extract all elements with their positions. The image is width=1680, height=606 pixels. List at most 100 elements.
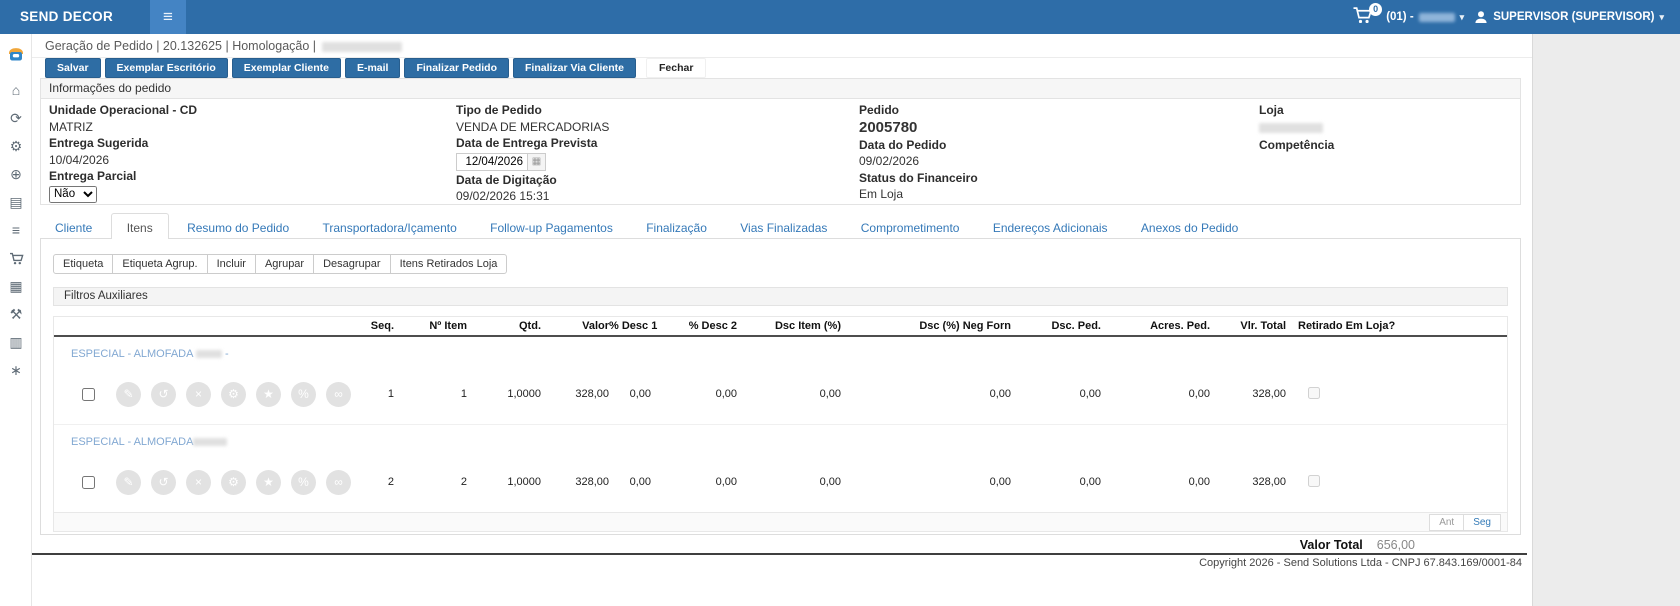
cell-dsc-ped: 0,00 [1011, 476, 1101, 488]
row-select-checkbox[interactable] [82, 476, 95, 489]
user-menu[interactable]: SUPERVISOR (SUPERVISOR) ▾ [1474, 10, 1664, 24]
retirado-checkbox [1308, 475, 1320, 487]
settings-icon[interactable]: ⚙ [221, 470, 246, 495]
item-group-link[interactable]: ESPECIAL - ALMOFADA [71, 436, 227, 448]
item-group-link[interactable]: ESPECIAL - ALMOFADA - [71, 348, 229, 360]
itens-retirados-loja-button[interactable]: Itens Retirados Loja [390, 254, 508, 274]
agrupar-button[interactable]: Agrupar [255, 254, 314, 274]
tools-icon[interactable]: ⚒ [0, 300, 32, 328]
valor-total-label: Valor Total [1300, 538, 1363, 552]
order-info-panel: Informações do pedido Unidade Operaciona… [40, 78, 1521, 205]
exemplar-escritorio-button[interactable]: Exemplar Escritório [105, 58, 228, 78]
cell-vlr-total: 328,00 [1210, 388, 1286, 400]
discount-icon[interactable]: % [291, 470, 316, 495]
cell-desc2: 0,00 [651, 476, 737, 488]
cart-icon[interactable] [0, 244, 32, 272]
fechar-button[interactable]: Fechar [646, 58, 706, 78]
desagrupar-button[interactable]: Desagrupar [313, 254, 390, 274]
tab-cliente[interactable]: Cliente [40, 216, 107, 239]
cell-num-item: 2 [394, 476, 467, 488]
status-financeiro-value: Em Loja [859, 186, 978, 203]
cell-desc1: 0,00 [609, 476, 651, 488]
row-select-checkbox[interactable] [82, 388, 95, 401]
star-icon[interactable]: ★ [256, 382, 281, 407]
cell-desc2: 0,00 [651, 388, 737, 400]
filtros-auxiliares-header[interactable]: Filtros Auxiliares [53, 287, 1508, 306]
order-actions-toolbar: Salvar Exemplar Escritório Exemplar Clie… [45, 58, 706, 78]
payments-icon[interactable]: ▤ [0, 188, 32, 216]
panel-title: Informações do pedido [41, 79, 1520, 99]
cell-valor: 328,00 [541, 476, 609, 488]
redacted-item-text [193, 438, 227, 446]
info-col-1: Unidade Operacional - CD MATRIZ Entrega … [49, 102, 197, 203]
status-financeiro-label: Status do Financeiro [859, 170, 978, 187]
chevron-down-icon: ▾ [1460, 12, 1465, 23]
right-gutter [1532, 34, 1680, 606]
tab-resumo-do-pedido[interactable]: Resumo do Pedido [172, 216, 304, 239]
finalizar-via-cliente-button[interactable]: Finalizar Via Cliente [513, 58, 636, 78]
cell-vlr-total: 328,00 [1210, 476, 1286, 488]
calendar-icon[interactable]: ▦ [527, 154, 545, 170]
pagination-prev-button[interactable]: Ant [1429, 514, 1464, 531]
cart-button[interactable]: 0 [1352, 6, 1376, 28]
email-button[interactable]: E-mail [345, 58, 401, 78]
edit-icon[interactable]: ✎ [116, 382, 141, 407]
entrega-parcial-select[interactable]: Não [49, 186, 97, 203]
menu-toggle-button[interactable]: ≡ [150, 0, 186, 34]
panel-body: Unidade Operacional - CD MATRIZ Entrega … [41, 99, 1520, 205]
tipo-pedido-value: VENDA DE MERCADORIAS [456, 119, 609, 136]
redacted-breadcrumb-text [322, 42, 402, 52]
tab-enderecos-adicionais[interactable]: Endereços Adicionais [978, 216, 1123, 239]
etiqueta-button[interactable]: Etiqueta [53, 254, 113, 274]
remove-icon[interactable]: × [186, 382, 211, 407]
chart-icon[interactable]: ▥ [0, 328, 32, 356]
cell-qtd: 1,0000 [467, 388, 541, 400]
salvar-button[interactable]: Salvar [45, 58, 101, 78]
gallery-icon[interactable]: ▦ [0, 272, 32, 300]
link-icon[interactable]: ∞ [326, 382, 351, 407]
remove-icon[interactable]: × [186, 470, 211, 495]
misc-icon[interactable]: ∗ [0, 356, 32, 384]
info-col-3: Pedido 2005780 Data do Pedido 09/02/2026… [859, 102, 978, 203]
tab-follow-up-pagamentos[interactable]: Follow-up Pagamentos [475, 216, 628, 239]
tab-comprometimento[interactable]: Comprometimento [846, 216, 975, 239]
tab-transportadora-icamento[interactable]: Transportadora/Içamento [307, 216, 471, 239]
discount-icon[interactable]: % [291, 382, 316, 407]
exemplar-cliente-button[interactable]: Exemplar Cliente [232, 58, 341, 78]
col-vlr-total: Vlr. Total [1210, 319, 1286, 333]
store-selector[interactable]: (01) - ▾ [1386, 11, 1464, 23]
incluir-button[interactable]: Incluir [207, 254, 256, 274]
tab-finalizacao[interactable]: Finalização [631, 216, 722, 239]
gears-icon[interactable]: ⚙ [0, 132, 32, 160]
data-entrega-prevista-input[interactable] [457, 154, 527, 170]
pedido-label: Pedido [859, 102, 978, 119]
info-col-4: Loja Competência [1259, 102, 1334, 154]
cell-seq: 2 [351, 476, 394, 488]
col-seq: Seq. [351, 319, 394, 333]
cell-num-item: 1 [394, 388, 467, 400]
competencia-label: Competência [1259, 137, 1334, 154]
app-logo-icon[interactable] [6, 43, 26, 63]
star-icon[interactable]: ★ [256, 470, 281, 495]
pagination-next-button[interactable]: Seg [1463, 514, 1501, 531]
finalizar-pedido-button[interactable]: Finalizar Pedido [404, 58, 509, 78]
row-actions: ✎ ↺ × ⚙ ★ % ∞ [54, 470, 351, 495]
sliders-icon[interactable]: ≡ [0, 216, 32, 244]
data-pedido-value: 09/02/2026 [859, 153, 978, 170]
item-group-1: ESPECIAL - ALMOFADA - ✎ ↺ × ⚙ ★ % ∞ 1 1 [54, 337, 1507, 424]
edit-icon[interactable]: ✎ [116, 470, 141, 495]
bottom-divider [32, 553, 1527, 555]
settings-icon[interactable]: ⚙ [221, 382, 246, 407]
sync-icon[interactable]: ⟳ [0, 104, 32, 132]
etiqueta-agrup-button[interactable]: Etiqueta Agrup. [112, 254, 207, 274]
home-icon[interactable]: ⌂ [0, 76, 32, 104]
cell-dsc-item: 0,00 [737, 476, 841, 488]
history-icon[interactable]: ↺ [151, 382, 176, 407]
globe-icon[interactable]: ⊕ [0, 160, 32, 188]
tab-anexos-do-pedido[interactable]: Anexos do Pedido [1126, 216, 1253, 239]
top-navbar: SEND DECOR ≡ 0 (01) - ▾ SUPERVISOR (SUPE… [0, 0, 1680, 34]
tab-itens[interactable]: Itens [111, 213, 169, 240]
link-icon[interactable]: ∞ [326, 470, 351, 495]
history-icon[interactable]: ↺ [151, 470, 176, 495]
tab-vias-finalizadas[interactable]: Vias Finalizadas [725, 216, 842, 239]
